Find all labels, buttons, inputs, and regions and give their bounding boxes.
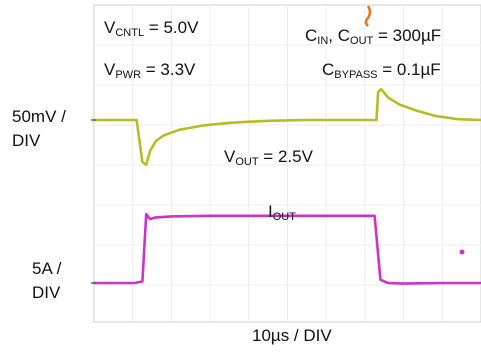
- trace-vout: [92, 87, 481, 167]
- i-out-label: IOUT: [268, 202, 296, 223]
- voltage-scale-label: 50mV / DIV: [12, 107, 66, 150]
- current-level-dot: [459, 249, 465, 255]
- v-cntl-label: VCNTL = 5.0V: [104, 18, 199, 39]
- c-bypass-label: CBYPASS = 0.1µF: [322, 60, 441, 81]
- c-in-c-out-label: CIN, COUT = 300µF: [305, 26, 442, 47]
- trace-iout: [92, 212, 481, 285]
- v-pwr-label: VPWR = 3.3V: [104, 60, 196, 81]
- v-out-label: VOUT = 2.5V: [224, 147, 313, 168]
- time-scale-label: 10µs / DIV: [252, 326, 332, 345]
- current-scale-label: 5A / DIV: [32, 259, 62, 302]
- trigger-marker: [364, 5, 372, 27]
